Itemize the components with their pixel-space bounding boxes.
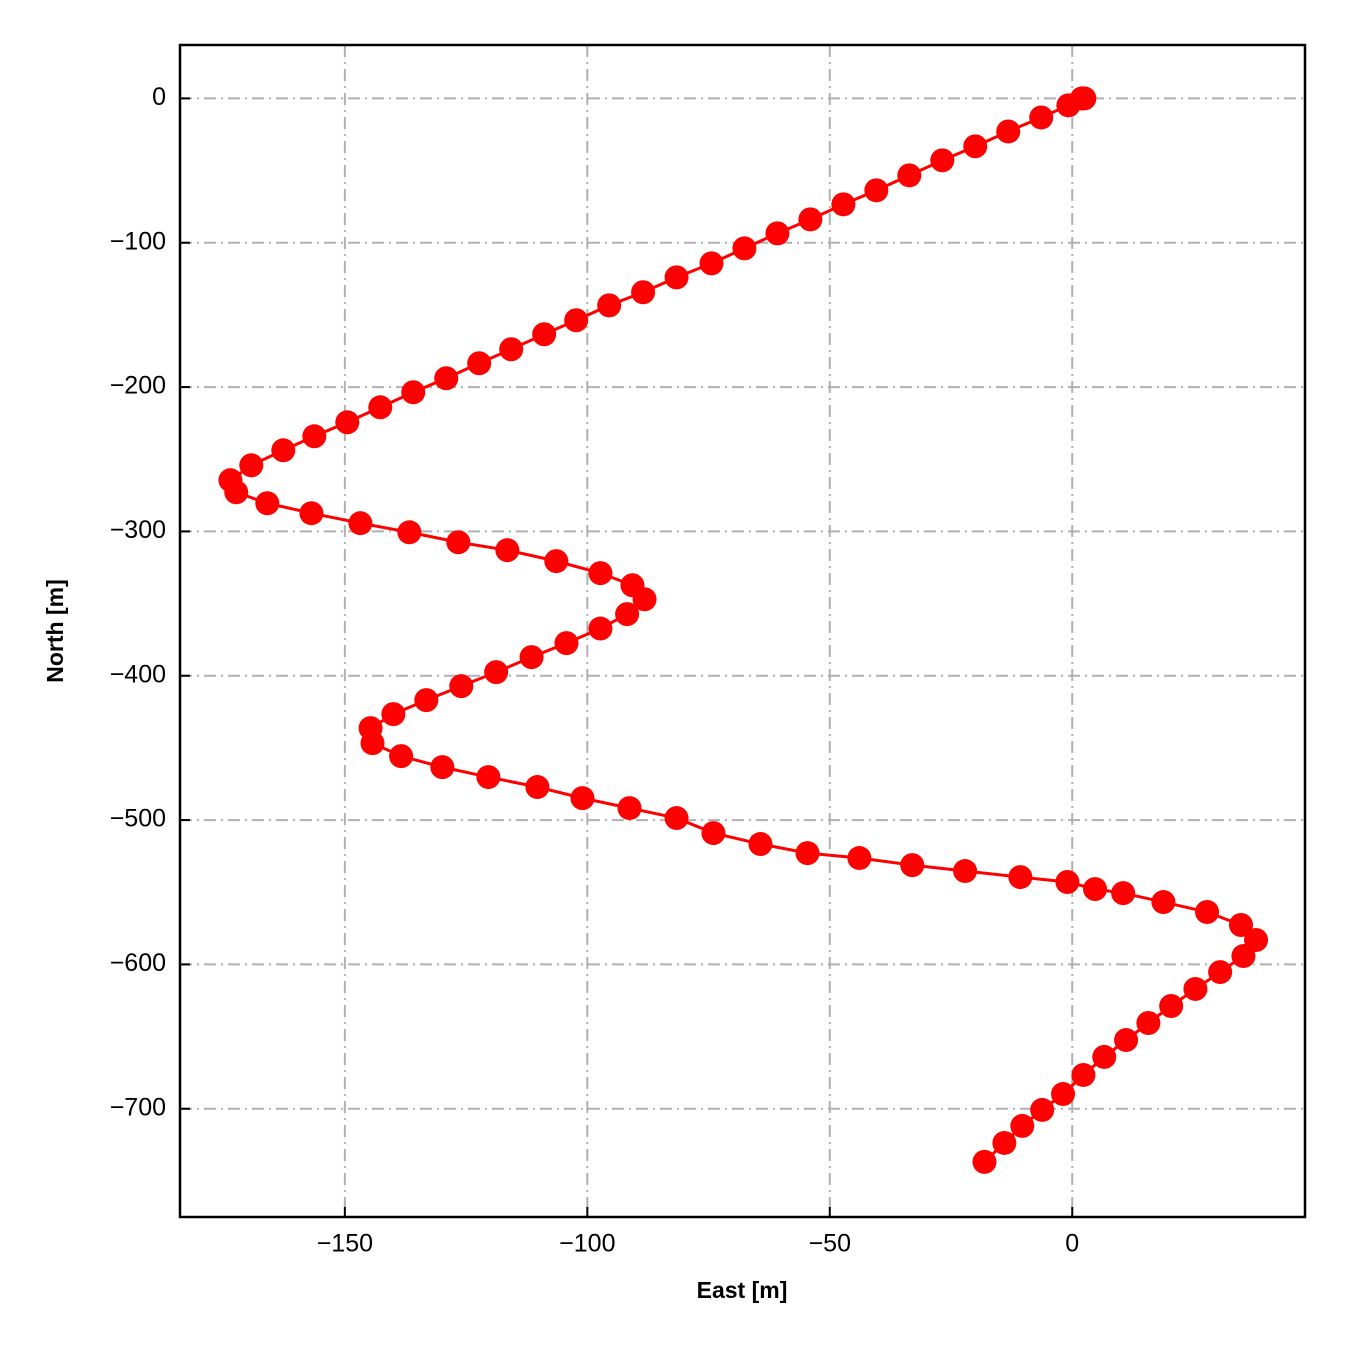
data-point — [1195, 900, 1220, 925]
x-axis-label: East [m] — [697, 1277, 788, 1303]
data-point — [632, 587, 657, 612]
data-point — [1244, 928, 1269, 953]
data-point — [798, 207, 823, 232]
data-point — [1029, 105, 1054, 130]
data-point — [335, 410, 360, 435]
data-point — [1008, 865, 1033, 890]
data-point — [732, 236, 757, 261]
data-point — [1010, 1113, 1035, 1138]
data-point — [1159, 993, 1184, 1018]
data-point — [302, 424, 327, 449]
data-point — [615, 602, 640, 627]
data-point — [900, 853, 925, 878]
data-point — [299, 501, 324, 526]
data-point — [1151, 890, 1176, 915]
data-point — [224, 480, 249, 505]
data-point — [631, 280, 656, 305]
data-point — [495, 538, 520, 563]
data-point — [519, 645, 544, 670]
data-point — [239, 453, 264, 478]
data-point — [1083, 877, 1108, 902]
x-tick-label: −150 — [317, 1230, 373, 1258]
data-point — [1183, 976, 1208, 1001]
x-tick-label: 0 — [1065, 1230, 1079, 1258]
data-point — [484, 660, 509, 685]
data-point — [570, 786, 595, 811]
x-tick-label: −100 — [559, 1230, 615, 1258]
data-point — [1056, 93, 1081, 118]
data-point — [588, 616, 613, 641]
data-point — [446, 530, 471, 555]
data-point — [699, 251, 724, 276]
data-point — [381, 702, 406, 727]
data-point — [664, 806, 689, 831]
data-point — [897, 163, 922, 188]
data-point — [449, 674, 474, 699]
y-tick-label: −200 — [110, 372, 166, 400]
data-point — [597, 293, 622, 318]
data-point — [996, 119, 1021, 144]
data-point — [1030, 1097, 1055, 1122]
data-point — [701, 821, 726, 846]
data-point — [930, 148, 955, 173]
data-point — [360, 731, 385, 756]
data-point — [430, 755, 455, 780]
y-tick-label: −300 — [110, 516, 166, 544]
data-point — [389, 744, 414, 769]
data-point — [1231, 944, 1256, 969]
data-point — [617, 796, 642, 821]
y-tick-label: −600 — [110, 949, 166, 977]
data-point — [1228, 913, 1253, 938]
data-point — [401, 380, 426, 405]
data-point — [532, 322, 557, 347]
data-point — [664, 265, 689, 290]
data-point — [467, 351, 492, 376]
data-point — [564, 308, 589, 333]
data-point — [1136, 1011, 1161, 1036]
data-point — [1114, 1028, 1139, 1053]
data-point — [525, 775, 550, 800]
data-point — [748, 832, 773, 857]
x-tick-label: −50 — [809, 1230, 851, 1258]
data-point — [864, 178, 889, 203]
data-point — [414, 688, 439, 713]
data-point — [544, 549, 569, 574]
data-point — [434, 366, 459, 391]
data-point — [1208, 960, 1233, 985]
data-point — [1092, 1044, 1117, 1069]
y-axis-label: North [m] — [42, 579, 68, 682]
data-point — [368, 395, 393, 420]
y-tick-label: −400 — [110, 660, 166, 688]
data-point — [963, 134, 988, 159]
data-point — [271, 438, 296, 463]
data-point — [255, 491, 280, 516]
data-point — [972, 1149, 997, 1174]
data-point — [1051, 1082, 1076, 1107]
data-point — [831, 192, 856, 217]
data-point — [795, 841, 820, 866]
data-point — [348, 511, 373, 536]
data-point — [953, 859, 978, 884]
data-point — [765, 221, 790, 246]
data-point — [847, 846, 872, 871]
data-point — [476, 765, 501, 790]
data-point — [397, 520, 422, 545]
data-point — [588, 561, 613, 586]
data-point — [554, 631, 579, 656]
y-tick-label: −500 — [110, 805, 166, 833]
data-point — [1111, 881, 1136, 906]
data-point — [1055, 869, 1080, 894]
data-point — [499, 337, 524, 362]
y-tick-label: −100 — [110, 227, 166, 255]
data-point — [1071, 1062, 1096, 1087]
y-tick-label: −700 — [110, 1093, 166, 1121]
plot-frame — [178, 43, 1307, 1219]
y-tick-label: 0 — [152, 83, 166, 111]
data-point — [992, 1130, 1017, 1155]
